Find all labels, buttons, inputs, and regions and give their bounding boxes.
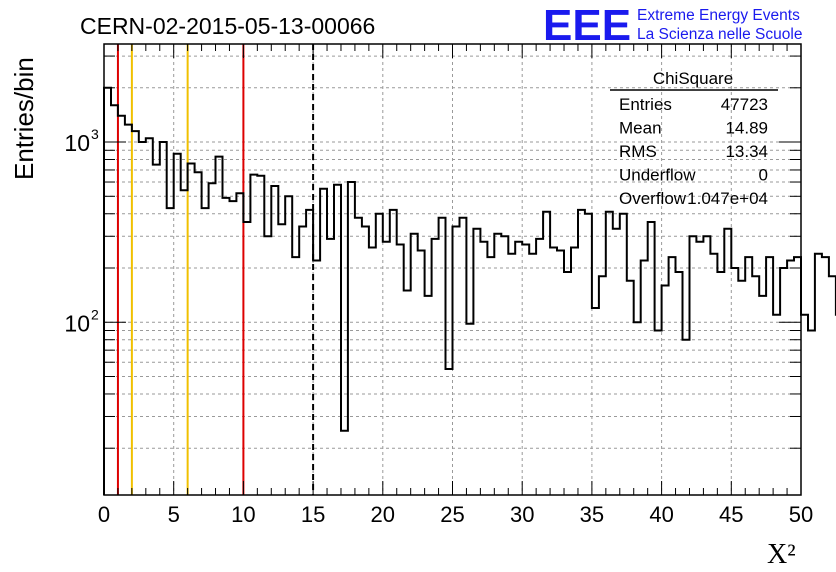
- y-axis-label: Entries/bin: [9, 57, 39, 180]
- histogram-outline: [103, 86, 836, 495]
- x-tick-labels: 0 5 10 15 20 25 30 35 40 45 50: [98, 502, 813, 527]
- x-axis-label: X²: [767, 539, 796, 570]
- axes: [103, 43, 802, 496]
- stats-label: Underflow: [619, 166, 696, 185]
- stats-value: 1.047e+04: [687, 189, 768, 208]
- logo-mark: EEE: [543, 1, 631, 50]
- x-tick-label: 15: [301, 502, 325, 527]
- y-tick-label: 10: [64, 310, 90, 336]
- x-tick-label: 10: [231, 502, 255, 527]
- x-tick-label: 30: [510, 502, 534, 527]
- y-tick-exponent: 3: [91, 126, 99, 142]
- stats-box: ChiSquare Entries 47723 Mean 14.89 RMS 13.34 Un…: [610, 69, 778, 208]
- x-tick-label: 50: [789, 502, 813, 527]
- stats-value: 14.89: [725, 119, 768, 138]
- logo-line2: La Scienza nelle Scuole: [637, 26, 802, 43]
- cut-lines: [116, 44, 315, 495]
- x-tick-label: 20: [371, 502, 395, 527]
- x-tick-label: 40: [649, 502, 673, 527]
- chart-title: CERN-02-2015-05-13-00066: [80, 13, 375, 39]
- stats-title: ChiSquare: [653, 69, 733, 88]
- stats-label: Overflow: [619, 189, 687, 208]
- y-tick-label: 10: [64, 130, 90, 156]
- x-tick-label: 25: [440, 502, 464, 527]
- stats-label: Mean: [619, 119, 662, 138]
- logo-line1: Extreme Energy Events: [637, 7, 800, 24]
- y-tick-exponent: 2: [91, 306, 99, 322]
- stats-label: Entries: [619, 95, 672, 114]
- x-tick-label: 45: [719, 502, 743, 527]
- x-tick-label: 5: [168, 502, 180, 527]
- x-tick-label: 35: [580, 502, 604, 527]
- eee-logo: EEE Extreme Energy Events La Scienza nel…: [543, 1, 802, 50]
- stats-value: 47723: [721, 95, 768, 114]
- stats-value: 13.34: [725, 142, 768, 161]
- stats-label: RMS: [619, 142, 657, 161]
- stats-value: 0: [759, 166, 768, 185]
- x-tick-label: 0: [98, 502, 110, 527]
